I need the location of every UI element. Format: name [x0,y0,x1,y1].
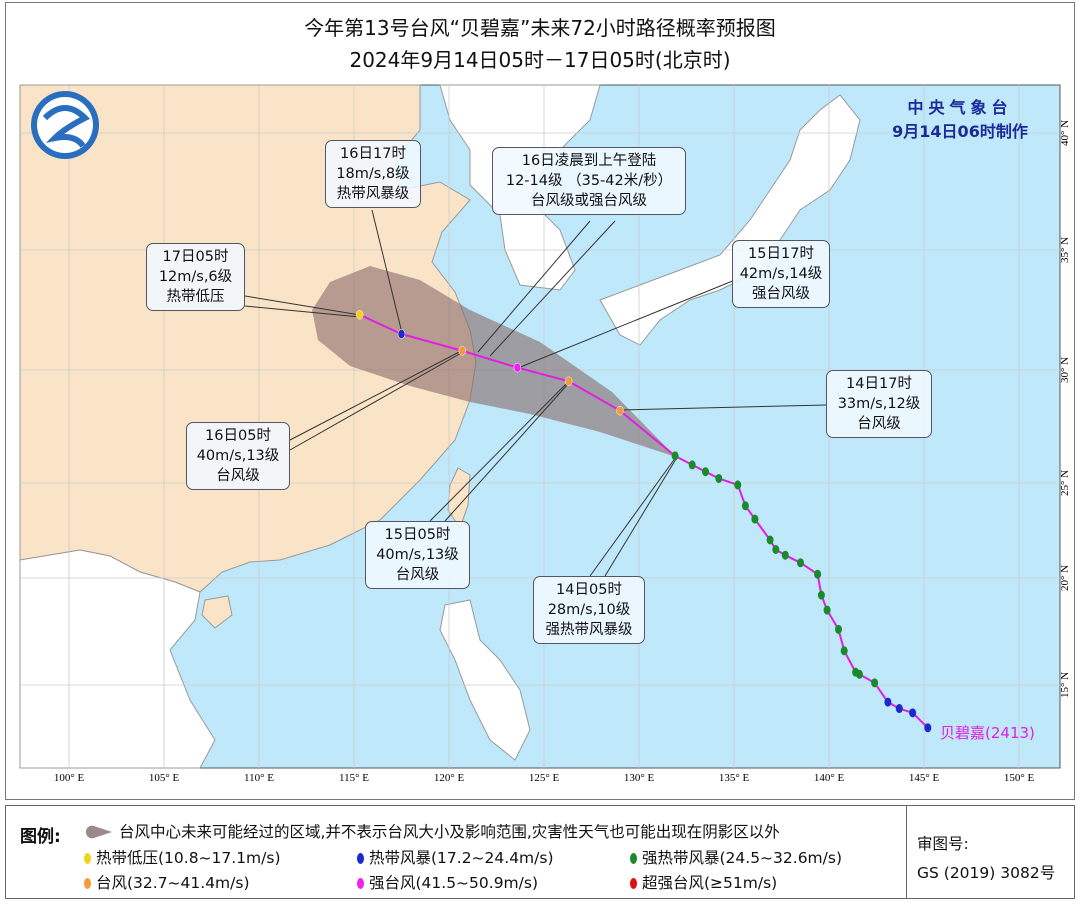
leader-line [429,381,569,522]
forecast-point [397,329,406,339]
lat-tick-label: 25° N [1059,470,1071,496]
legend-cone: 台风中心未来可能经过的区域,并不表示台风大小及影响范围,灾害性天气也可能出现在阴… [84,820,780,842]
agency-name: 中央气象台 [907,98,1013,117]
lat-tick-label: 20° N [1059,565,1071,591]
figure-frame [5,2,1075,800]
leader-line [619,404,827,411]
leader-line [489,220,616,357]
past-track-point [909,708,917,718]
past-track-point [751,514,759,524]
lat-tick-label: 30° N [1059,357,1071,383]
leader-line [589,456,677,577]
typhoon-symbol-icon [357,853,364,864]
cma-logo-icon [31,91,99,159]
legend-item-super-typhoon: 超强台风(≥51m/s) [630,871,777,893]
lat-tick-label: 40° N [1059,120,1071,146]
leader-line [244,295,361,316]
typhoon-symbol-icon [357,878,364,889]
map-subtitle: 2024年9月14日05时－17日05时(北京时) [349,48,731,72]
callout-16-05: 16日05时 40m/s,13级 台风级 [186,422,290,490]
typhoon-symbol-icon [630,878,637,889]
past-track-point [766,535,774,545]
past-track-point [814,569,822,579]
approval-number: GS (2019) 3082号 [917,864,1056,882]
past-track-point [688,460,696,470]
typhoon-symbol-icon [630,853,637,864]
past-track-point [852,667,860,677]
cone-swatch-icon [85,825,112,839]
legend-title: 图例: [20,827,61,847]
legend-item-typhoon: 台风(32.7~41.4m/s) [84,871,250,893]
lon-tick-label: 100° E [54,772,85,784]
past-track-point [797,558,804,568]
callout-16-17: 16日17时 18m/s,8级 热带风暴级 [325,140,421,208]
forecast-point [458,346,467,356]
agency-label: 中央气象台 9月14日06时制作 [880,96,1040,144]
lon-tick-label: 105° E [149,772,180,784]
leader-line [371,209,403,334]
past-track-point [924,723,932,733]
lon-tick-label: 135° E [719,772,750,784]
forecast-point [355,310,364,320]
lon-tick-label: 140° E [814,772,845,784]
lon-tick-label: 120° E [434,772,465,784]
callout-15-05: 15日05时 40m/s,13级 台风级 [365,521,470,589]
past-track-point [884,697,892,707]
forecast-point [616,405,624,416]
typhoon-symbol-icon [84,878,91,889]
past-track-point [817,590,825,600]
lon-tick-label: 125° E [529,772,560,784]
past-track-point [835,624,842,634]
leader-line [244,305,361,318]
lon-tick-label: 115° E [339,772,369,784]
callout-leaders [244,209,827,577]
past-track-point [734,480,742,490]
leader-line [517,279,736,369]
lon-tick-label: 150° E [1004,772,1035,784]
past-track-point [715,473,723,483]
japan-land [599,94,861,346]
approval-panel: 审图号: GS (2019) 3082号 [906,806,1075,898]
leader-line [289,351,464,451]
typhoon-symbol-icon [84,853,91,864]
callout-landfall: 16日凌晨到上午登陆 12-14级 （35-42米/秒） 台风级或强台风级 [492,147,686,215]
legend-item-tropical-depression: 热带低压(10.8~17.1m/s) [84,846,281,868]
past-track-point [781,550,789,560]
callout-17-05: 17日05时 12m/s,6级 热带低压 [146,243,245,311]
axis-ticks: 100° E 105° E 110° E 115° E 120° E 125° E 130°… [54,120,1071,784]
legend-item-severe-typhoon: 强台风(41.5~50.9m/s) [357,871,538,893]
past-track-point [772,545,780,554]
past-track-point [741,501,749,511]
past-track-point [895,704,903,714]
past-track-point [671,451,679,461]
leader-line [604,458,677,577]
lon-tick-label: 145° E [909,772,940,784]
past-track-point [871,678,879,688]
past-track-point [840,646,848,656]
map-title: 今年第13号台风“贝碧嘉”未来72小时路径概率预报图 [304,16,776,40]
callout-14-05: 14日05时 28m/s,10级 强热带风暴级 [533,576,645,644]
legend-item-severe-tropical-storm: 强热带风暴(24.5~32.6m/s) [630,846,842,868]
past-track-point [823,605,831,615]
lon-tick-label: 130° E [624,772,655,784]
approval-label: 审图号: [917,835,969,853]
callout-15-17: 15日17时 42m/s,14级 强台风级 [732,240,830,308]
philippines-land [439,599,531,761]
lon-tick-label: 110° E [244,772,274,784]
leader-line [289,349,464,441]
callout-14-17: 14日17时 33m/s,12级 台风级 [826,370,932,438]
leader-line [477,220,591,353]
forecast-point [564,376,573,387]
typhoon-name-label: 贝碧嘉(2413) [940,724,1035,742]
issue-time: 9月14日06时制作 [892,122,1028,141]
leader-line [444,383,569,522]
hainan-land [201,595,233,629]
past-track-point [702,467,709,477]
lat-tick-label: 15° N [1059,672,1071,698]
forecast-point [513,362,522,373]
track-points [355,310,932,733]
legend-item-tropical-storm: 热带风暴(17.2~24.4m/s) [357,846,554,868]
lat-tick-label: 35° N [1059,237,1071,263]
legend: 图例: 台风中心未来可能经过的区域,并不表示台风大小及影响范围,灾害性天气也可能… [5,805,1075,899]
